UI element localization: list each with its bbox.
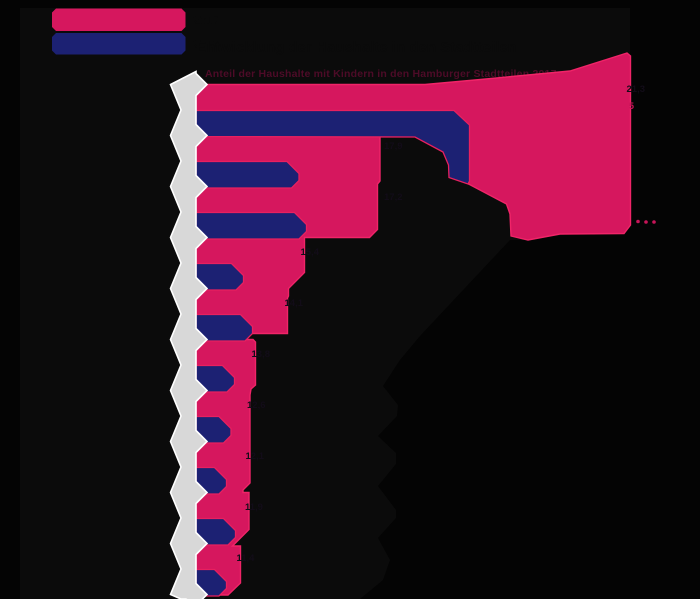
svg-text:12,6: 12,6	[247, 400, 266, 411]
svg-text:2017: 2017	[193, 13, 220, 27]
svg-text:21,3: 21,3	[627, 84, 646, 95]
svg-text:12,1: 12,1	[246, 451, 265, 462]
svg-text:17,2: 17,2	[384, 192, 403, 203]
svg-text:17,9: 17,9	[384, 141, 403, 152]
svg-text:11,9: 11,9	[245, 502, 263, 513]
svg-text:2013: 2013	[193, 37, 220, 51]
svg-text:5: 5	[629, 101, 634, 111]
svg-text:Anteil der Haushalte mit Kinde: Anteil der Haushalte mit Kindern in den …	[205, 68, 557, 80]
svg-text:13,8: 13,8	[252, 349, 271, 360]
svg-text:14,1: 14,1	[285, 298, 304, 309]
svg-text:15,4: 15,4	[301, 247, 320, 258]
svg-text:Entwicklung der Haushalte in d: Entwicklung der Haushalte in den Stadtte…	[196, 39, 517, 56]
svg-text:11,4: 11,4	[237, 553, 256, 564]
